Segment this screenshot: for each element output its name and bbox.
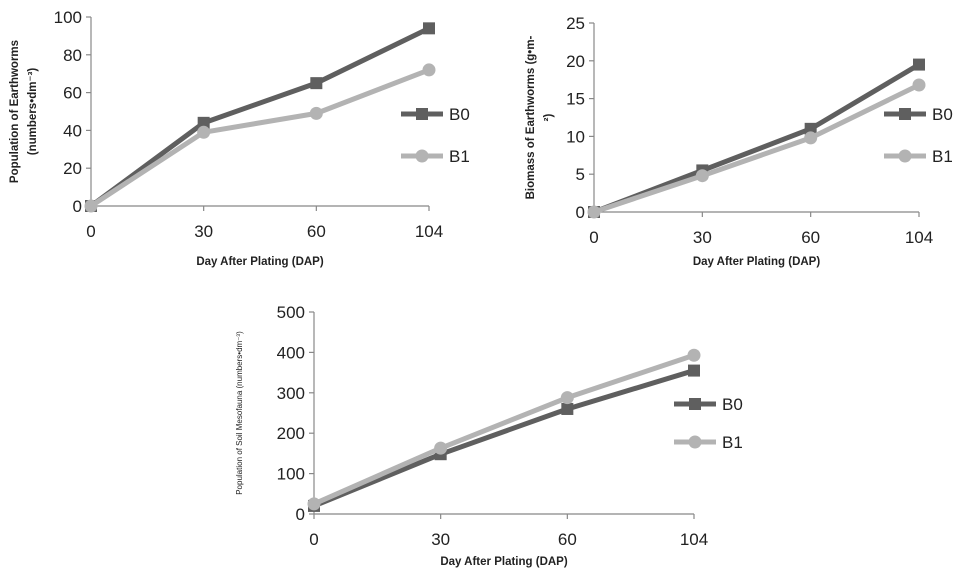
data-point bbox=[84, 199, 98, 213]
y-tick-label: 0 bbox=[576, 203, 585, 222]
y-tick-label: 0 bbox=[73, 197, 82, 216]
data-point bbox=[197, 125, 211, 139]
data-point bbox=[912, 78, 926, 92]
x-tick-label: 0 bbox=[589, 228, 598, 247]
data-point bbox=[695, 169, 709, 183]
data-point bbox=[560, 391, 574, 405]
legend-entry-B0: B0 bbox=[884, 105, 953, 124]
x-tick-label: 104 bbox=[415, 222, 443, 241]
data-point bbox=[197, 116, 210, 129]
data-point bbox=[422, 63, 436, 77]
series-B0 bbox=[308, 364, 700, 512]
y-tick-label: 100 bbox=[54, 8, 82, 27]
x-tick-label: 60 bbox=[558, 530, 577, 549]
y-axis-label: (numbers•dm⁻³) bbox=[27, 68, 39, 156]
x-axis-label: Day After Plating (DAP) bbox=[196, 256, 324, 268]
data-point bbox=[687, 348, 701, 362]
legend-label: B1 bbox=[449, 147, 470, 166]
y-tick-label: 20 bbox=[63, 159, 82, 178]
y-tick-label: 25 bbox=[566, 14, 585, 33]
y-tick-label: 300 bbox=[277, 384, 305, 403]
x-tick-label: 30 bbox=[194, 222, 213, 241]
x-tick-label: 0 bbox=[309, 530, 318, 549]
data-point bbox=[434, 441, 448, 455]
series-B1 bbox=[307, 348, 701, 511]
series-line bbox=[89, 67, 430, 209]
x-tick-label: 60 bbox=[307, 222, 326, 241]
y-axis-label: Biomass of Earthworms (g•m- bbox=[525, 35, 537, 199]
series-line bbox=[312, 352, 695, 507]
legend-marker bbox=[899, 108, 911, 120]
chart-2: 0 5 10 15 20 25 0 30 60 104 Day After Plating (DAP… bbox=[525, 14, 953, 268]
y-tick-label: 100 bbox=[277, 465, 305, 484]
y-tick-label: 60 bbox=[63, 84, 82, 103]
x-axis-label: Day After Plating (DAP) bbox=[693, 256, 821, 268]
series-B1 bbox=[587, 78, 926, 219]
series-B0 bbox=[588, 58, 925, 218]
series-B0 bbox=[85, 22, 435, 212]
x-tick-label: 30 bbox=[693, 228, 712, 247]
y-tick-label: 15 bbox=[566, 90, 585, 109]
data-point bbox=[587, 205, 601, 219]
data-point bbox=[913, 58, 925, 71]
legend-entry-B0: B0 bbox=[401, 105, 470, 124]
legend-marker bbox=[415, 149, 429, 163]
legend-entry-B0: B0 bbox=[674, 395, 743, 414]
data-point bbox=[309, 106, 323, 120]
data-point bbox=[307, 497, 321, 511]
legend-entry-B1: B1 bbox=[884, 147, 953, 166]
legend-label: B0 bbox=[449, 105, 470, 124]
y-tick-label: 80 bbox=[63, 46, 82, 65]
data-point bbox=[804, 122, 817, 135]
legend-entry-B1: B1 bbox=[674, 433, 743, 452]
series-B1 bbox=[84, 63, 436, 213]
y-axis-label: Population of Soil Mesofauna (numbers•dm… bbox=[235, 331, 244, 495]
data-point bbox=[561, 402, 574, 415]
y-tick-label: 0 bbox=[296, 505, 305, 524]
x-tick-label: 60 bbox=[801, 228, 820, 247]
x-tick-label: 30 bbox=[431, 530, 450, 549]
data-point bbox=[688, 364, 700, 377]
series-line bbox=[313, 368, 695, 509]
y-axis-label: Population of Earthworms bbox=[9, 40, 21, 183]
series-line bbox=[593, 62, 921, 215]
y-tick-label: 500 bbox=[277, 303, 305, 322]
legend-label: B1 bbox=[932, 147, 953, 166]
data-point bbox=[423, 22, 435, 35]
x-axis-label: Day After Plating (DAP) bbox=[440, 556, 568, 568]
x-tick-label: 104 bbox=[680, 530, 708, 549]
y-tick-label: 5 bbox=[576, 165, 585, 184]
legend-label: B0 bbox=[932, 105, 953, 124]
chart-3: 0 100 200 300 400 500 0 30 60 104 Day After Platin… bbox=[235, 303, 743, 568]
x-tick-label: 104 bbox=[905, 228, 933, 247]
legend-marker bbox=[898, 149, 912, 163]
data-point bbox=[310, 77, 323, 90]
chart-1: 0 20 40 60 80 100 0 30 60 104 Day After Plating (D… bbox=[9, 8, 470, 268]
y-tick-label: 20 bbox=[566, 52, 585, 71]
series-line bbox=[593, 82, 921, 215]
legend-entry-B1: B1 bbox=[401, 147, 470, 166]
legend-marker bbox=[416, 108, 428, 120]
y-tick-label: 400 bbox=[277, 343, 305, 362]
y-axis-label: ²) bbox=[543, 114, 555, 122]
legend-label: B0 bbox=[722, 395, 743, 414]
y-tick-label: 200 bbox=[277, 424, 305, 443]
legend-marker bbox=[688, 435, 702, 449]
y-tick-label: 10 bbox=[566, 127, 585, 146]
legend-marker bbox=[689, 398, 701, 410]
y-tick-label: 40 bbox=[63, 121, 82, 140]
legend-label: B1 bbox=[722, 433, 743, 452]
series-line bbox=[89, 26, 431, 209]
x-tick-label: 0 bbox=[86, 222, 95, 241]
data-point bbox=[804, 131, 818, 145]
